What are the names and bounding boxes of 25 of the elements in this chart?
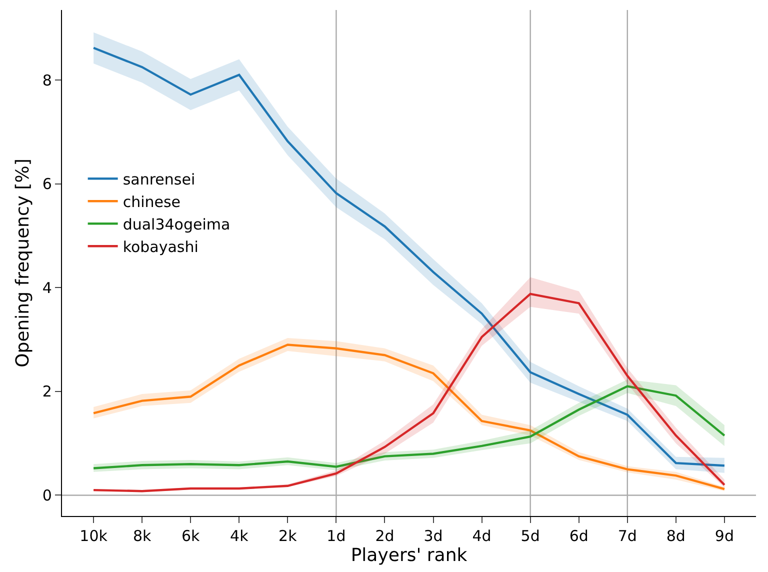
x-tick-label: 10k [80,527,108,546]
x-tick-label: 8d [666,527,686,546]
y-tick-label: 2 [42,382,52,401]
x-tick-label: 4d [472,527,492,546]
y-tick-label: 6 [42,175,52,194]
x-tick-label: 5d [520,527,540,546]
x-tick-label: 6k [181,527,200,546]
legend-label: chinese [122,193,181,211]
x-tick-label: 3d [424,527,443,546]
y-axis-title: Opening frequency [%] [12,158,34,368]
x-tick-label: 6d [569,527,588,546]
y-tick-label: 4 [42,278,52,297]
x-tick-label: 8k [132,527,152,546]
x-tick-label: 2k [278,527,298,546]
x-axis-title: Players' rank [350,545,468,566]
legend-label: kobayashi [122,238,198,256]
x-tick-label: 2d [375,527,394,546]
x-tick-label: 4k [230,527,249,546]
y-tick-label: 8 [42,71,52,90]
y-tick-label: 0 [42,486,52,504]
x-tick-label: 9d [714,527,734,546]
x-tick-label: 7d [618,527,637,546]
legend-label: sanrensei [122,170,196,188]
legend-label: dual34ogeima [122,216,230,234]
x-tick-label: 1d [326,527,346,546]
